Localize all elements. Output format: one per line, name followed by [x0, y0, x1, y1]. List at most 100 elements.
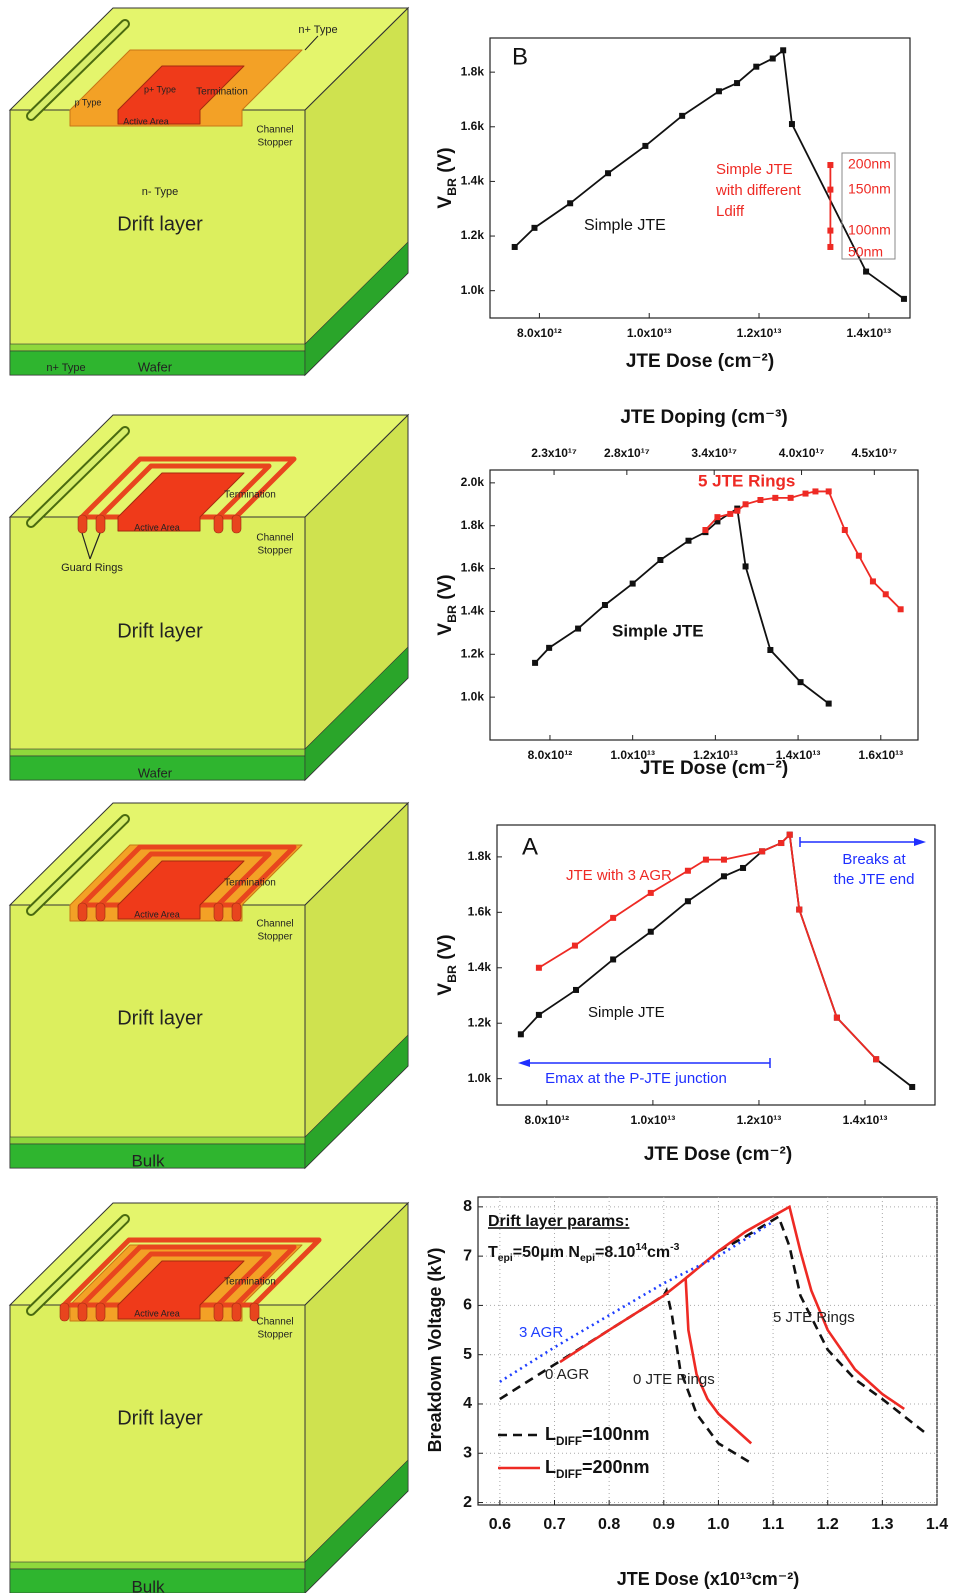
- data-point: [788, 121, 795, 128]
- diagram-label: n- Type: [142, 186, 179, 198]
- plot-frame: [477, 1196, 938, 1506]
- front-face: [9, 516, 306, 781]
- data-point: [734, 80, 741, 87]
- y-tick-label: 1.0k: [461, 283, 485, 297]
- diagram-label: Wafer: [138, 765, 173, 780]
- data-point: [740, 864, 747, 871]
- y-tick-label: 1.2k: [468, 1015, 492, 1029]
- arrow-head: [914, 838, 926, 846]
- data-point: [535, 964, 542, 971]
- x-tick-label: 1.4x10¹³: [776, 748, 821, 762]
- substrate-light: [9, 1136, 306, 1145]
- label-part: epi: [498, 1253, 513, 1264]
- diagram-label: Termination: [224, 1277, 276, 1288]
- y-tick-label: 7: [463, 1247, 472, 1264]
- series-label: Simple JTE: [716, 161, 793, 178]
- data-point: [772, 494, 779, 501]
- params-title: Drift layer params:: [488, 1213, 629, 1230]
- x-tick-label: 1.2x10¹³: [737, 326, 782, 340]
- y-tick-label: 6: [463, 1297, 472, 1314]
- x-tick-label: 8.0x10¹²: [528, 748, 573, 762]
- y-tick-label: 2: [463, 1494, 472, 1511]
- y-axis-label: VBR (V): [435, 147, 459, 208]
- annotation: 5 JTE Rings: [773, 1309, 855, 1326]
- diagram-label: Active Area: [123, 116, 169, 126]
- diagram-label: Drift layer: [117, 213, 203, 235]
- data-point: [767, 647, 774, 653]
- active-area: [117, 860, 245, 920]
- substrate: [9, 1143, 306, 1169]
- diagram-label: Guard Rings: [61, 562, 123, 574]
- label-part: (V): [435, 147, 456, 178]
- data-point: [833, 1014, 840, 1021]
- substrate-side: [304, 646, 409, 781]
- guard-ring-stub: [231, 514, 242, 534]
- legend-label: LDIFF=100nm: [545, 1424, 650, 1448]
- x-axis-label: JTE Dose (cm⁻²): [640, 758, 788, 779]
- x-tick-label: 1.2x10¹³: [693, 748, 738, 762]
- x-tick-label: 1.6x10¹³: [858, 748, 903, 762]
- data-point: [517, 1031, 524, 1038]
- diagram-label: Bulk: [131, 1577, 165, 1593]
- front-face: [9, 1304, 306, 1593]
- x-tick-label: 0.9: [653, 1516, 675, 1533]
- label-part: BR: [445, 965, 459, 983]
- data-point: [786, 831, 793, 838]
- data-point: [657, 557, 664, 563]
- active-area: [117, 472, 245, 532]
- x2-tick-label: 2.8x10¹⁷: [604, 446, 650, 460]
- data-point: [573, 986, 580, 993]
- guard-ring-stub: [231, 902, 242, 922]
- annotation: Emax at the P-JTE junction: [545, 1070, 727, 1087]
- data-point: [605, 170, 612, 177]
- diagram-label: Stopper: [257, 138, 293, 149]
- label-part: T: [488, 1244, 498, 1261]
- y-tick-label: 2.0k: [461, 475, 485, 489]
- data-point: [684, 867, 691, 874]
- data-point: [647, 928, 654, 935]
- front-face: [9, 904, 306, 1169]
- label-part: =50μm N: [513, 1244, 580, 1261]
- diagram-label: Drift layer: [117, 1007, 203, 1029]
- guard-ring-stub: [95, 514, 106, 534]
- data-point: [734, 507, 741, 514]
- y-tick-label: 1.6k: [468, 904, 492, 918]
- plot-frame: [489, 37, 911, 319]
- diagram-label: Stopper: [257, 1330, 293, 1341]
- guard-ring-stub: [95, 1302, 106, 1322]
- y-tick-label: 1.6k: [461, 119, 485, 133]
- x-tick-label: 1.0: [707, 1516, 729, 1533]
- data-point: [571, 942, 578, 949]
- diagram-label: Termination: [224, 878, 276, 889]
- annotation: the JTE end: [834, 871, 915, 888]
- panel-label: A: [522, 833, 538, 860]
- x2-tick-label: 2.3x10¹⁷: [531, 446, 577, 460]
- x-tick-label: 0.7: [543, 1516, 565, 1533]
- diagram-label: n+ Type: [298, 24, 337, 36]
- data-point: [796, 906, 803, 913]
- series-label: with different: [715, 182, 802, 199]
- series-line: [514, 48, 905, 300]
- data-point: [841, 527, 848, 533]
- data-point: [531, 224, 538, 231]
- diagram-label: Active Area: [134, 522, 180, 532]
- diagram-label: Channel: [256, 1317, 293, 1328]
- data-point: [827, 243, 834, 250]
- label-part: L: [545, 1424, 556, 1444]
- diagram-label: Channel: [256, 125, 293, 136]
- substrate-light: [9, 1561, 306, 1570]
- series-line: [684, 1204, 905, 1410]
- data-point: [863, 268, 870, 275]
- data-point: [802, 490, 809, 497]
- data-point: [787, 494, 794, 501]
- label-part: =8.10: [595, 1244, 636, 1261]
- guard-ring-stub: [249, 1302, 260, 1322]
- data-point: [702, 856, 709, 863]
- data-point: [647, 889, 654, 896]
- annotation: 3 AGR: [519, 1324, 563, 1341]
- data-point: [642, 142, 649, 149]
- diagram-label: Wafer: [138, 359, 173, 374]
- data-point: [753, 63, 760, 70]
- data-point: [714, 514, 721, 521]
